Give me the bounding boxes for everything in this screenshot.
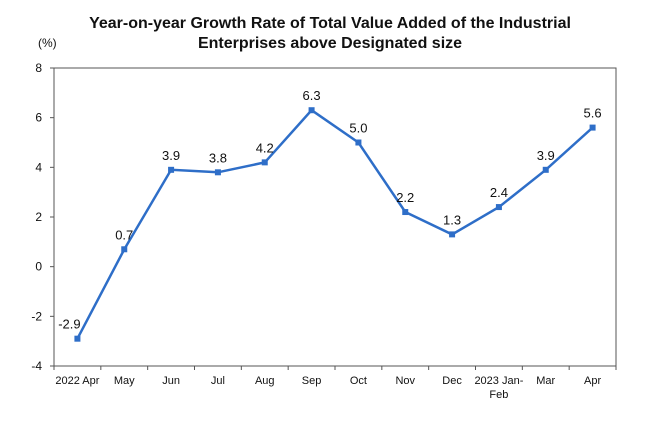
x-tick-label-line: Aug (255, 375, 275, 387)
x-tick-label: Sep (302, 375, 322, 387)
x-tick-label: Jul (211, 375, 225, 387)
y-tick-label: 8 (35, 61, 42, 75)
x-tick-label: Nov (395, 375, 415, 387)
x-tick-label-line: Sep (302, 375, 322, 387)
y-tick-label: 4 (35, 160, 42, 174)
data-label: 3.9 (537, 148, 555, 163)
x-axis-ticks: 2022 Apr May Jun Jul Aug Sep Oct Nov Dec 2023 Jan… (53, 366, 617, 401)
data-point (589, 124, 596, 131)
data-label: 6.3 (303, 88, 321, 103)
data-point (495, 204, 502, 211)
x-tick-label: 2023 Jan- Feb (474, 375, 523, 401)
x-tick-label-line: Mar (536, 375, 555, 387)
y-axis-unit-label: (%) (38, 36, 57, 50)
x-tick-label: May (114, 375, 135, 387)
x-tick-label-line: May (114, 375, 135, 387)
x-tick-label: Apr (584, 375, 601, 387)
data-label: 0.7 (115, 227, 133, 242)
x-tick-label-line: Feb (489, 389, 508, 401)
chart-title: Year-on-year Growth Rate of Total Value … (0, 14, 660, 54)
x-tick-label: Mar (536, 375, 555, 387)
data-label: 5.0 (349, 121, 367, 136)
x-tick-label-line: Jun (162, 375, 180, 387)
data-point (261, 159, 268, 166)
data-label: 4.2 (256, 140, 274, 155)
x-tick-label-line: Jul (211, 375, 225, 387)
x-tick-label: Dec (442, 375, 462, 387)
data-point (74, 335, 81, 342)
data-label: -2.9 (58, 317, 80, 332)
y-tick-label: 6 (35, 111, 42, 125)
data-label: 2.4 (490, 185, 508, 200)
data-label: 3.8 (209, 150, 227, 165)
x-tick-label: Aug (255, 375, 275, 387)
data-labels: -2.9 0.7 3.9 3.8 4.2 6.3 5.0 2.2 1.3 2.4 3.9 5.6 (58, 88, 601, 331)
data-point (402, 209, 409, 216)
chart-title-line-1: Year-on-year Growth Rate of Total Value … (89, 15, 571, 32)
y-tick-label: 2 (35, 210, 42, 224)
data-point (449, 231, 456, 238)
y-axis-ticks: -4 -2 0 2 4 6 8 (31, 61, 54, 373)
x-tick-label-line: Apr (584, 375, 601, 387)
x-tick-label-line: 2022 Apr (55, 375, 99, 387)
data-label: 1.3 (443, 212, 461, 227)
x-tick-label: 2022 Apr (55, 375, 99, 387)
x-tick-label: Oct (350, 375, 367, 387)
x-tick-label: Jun (162, 375, 180, 387)
x-tick-label-line: 2023 Jan- (474, 375, 523, 387)
data-point (214, 169, 221, 176)
data-point (168, 166, 175, 173)
data-point (121, 246, 128, 253)
data-point (355, 139, 362, 146)
plot-area-frame (53, 67, 617, 367)
data-point (308, 107, 315, 114)
y-tick-label: 0 (35, 260, 42, 274)
y-tick-label: -2 (31, 309, 42, 323)
x-tick-label-line: Dec (442, 375, 462, 387)
x-tick-label-line: Oct (350, 375, 367, 387)
data-point (542, 166, 549, 173)
data-label: 5.6 (584, 106, 602, 121)
data-label: 2.2 (396, 190, 414, 205)
chart-title-line-2: Enterprises above Designated size (197, 35, 463, 52)
data-label: 3.9 (162, 148, 180, 163)
series-markers (74, 107, 596, 342)
y-tick-label: -4 (31, 359, 42, 373)
series-line (76, 108, 594, 340)
x-tick-label-line: Nov (395, 375, 415, 387)
